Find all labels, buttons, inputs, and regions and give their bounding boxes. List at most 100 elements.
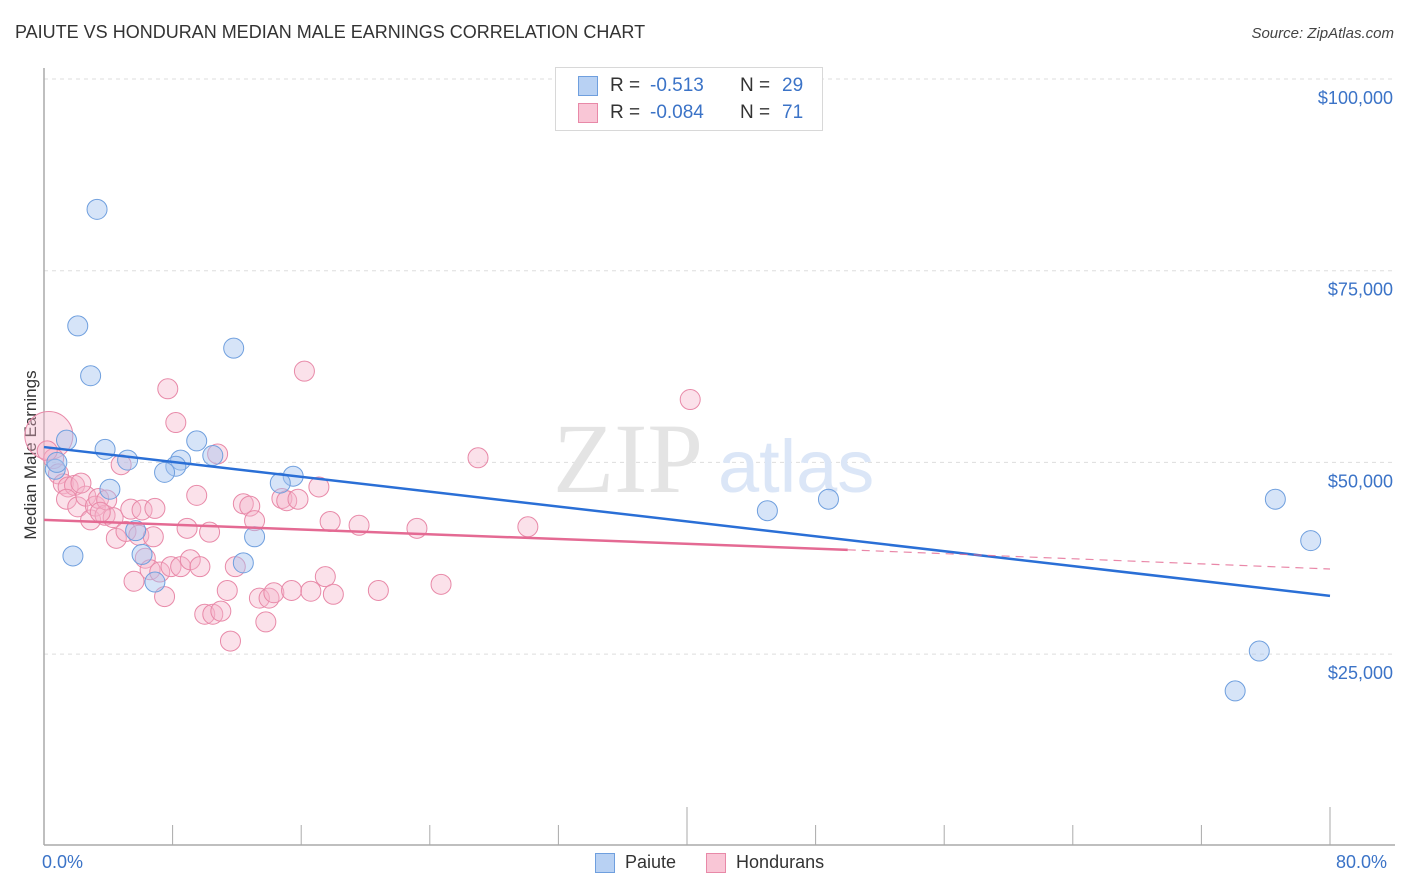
- honduran-point: [255, 611, 277, 633]
- paiute-point: [154, 461, 176, 483]
- paiute-point: [117, 449, 139, 471]
- paiute-point: [1224, 680, 1246, 702]
- r-label: R =: [610, 75, 641, 96]
- paiute-point: [80, 365, 102, 387]
- paiute-point: [125, 520, 147, 542]
- paiute-point: [56, 429, 78, 451]
- paiute-point: [1300, 530, 1322, 552]
- honduran-point: [202, 603, 224, 625]
- honduran-point: [194, 603, 216, 625]
- paiute-point: [1264, 488, 1286, 510]
- honduran-point: [293, 360, 315, 382]
- honduran-point: [467, 447, 489, 469]
- r-label: R =: [610, 102, 641, 123]
- honduran-point: [157, 378, 179, 400]
- watermark: ZIP atlas: [553, 403, 874, 514]
- paiute-points: [44, 198, 1322, 702]
- honduran-point: [154, 586, 176, 608]
- n-label: N =: [740, 75, 771, 96]
- honduran-point: [219, 630, 241, 652]
- honduran-point: [142, 526, 164, 548]
- honduran-point: [24, 411, 74, 461]
- honduran-trend-line: [43, 518, 848, 552]
- legend-row-paiute: R = -0.513 N = 29: [578, 74, 803, 98]
- paiute-point: [756, 500, 778, 522]
- y-tick-label: $50,000: [1328, 471, 1393, 491]
- honduran-point: [679, 389, 701, 411]
- n-value: 71: [782, 102, 804, 123]
- r-value: -0.084: [650, 102, 704, 123]
- paiute-trend-line: [43, 445, 1331, 598]
- y-tick-labels: $100,000 $75,000 $50,000 $25,000: [1318, 88, 1393, 683]
- honduran-point: [176, 517, 198, 539]
- paiute-swatch-icon: [578, 76, 598, 96]
- honduran-point: [244, 510, 266, 532]
- paiute-point: [94, 438, 116, 460]
- paiute-point: [186, 430, 208, 452]
- paiute-point: [232, 552, 254, 574]
- r-value: -0.513: [650, 75, 704, 96]
- watermark-atlas: atlas: [718, 425, 874, 508]
- x-ticks: [43, 807, 1331, 845]
- honduran-point: [89, 501, 111, 523]
- honduran-point: [406, 517, 428, 539]
- honduran-trend-extension: [847, 549, 1331, 570]
- honduran-point: [300, 580, 322, 602]
- watermark-zip: ZIP: [553, 403, 703, 514]
- honduran-point: [314, 566, 336, 588]
- hondurans-swatch-icon: [706, 852, 727, 873]
- n-value: 29: [782, 75, 804, 96]
- paiute-point: [817, 488, 839, 510]
- x-min-label: 0.0%: [42, 852, 84, 872]
- x-max-label: 80.0%: [1336, 852, 1388, 872]
- hondurans-swatch-icon: [578, 103, 598, 123]
- honduran-point: [123, 570, 145, 592]
- honduran-point: [189, 556, 211, 578]
- honduran-point: [281, 579, 303, 601]
- source-label: Source: ZipAtlas.com: [1251, 25, 1394, 42]
- honduran-point: [88, 487, 110, 509]
- honduran-point: [367, 579, 389, 601]
- honduran-point: [186, 484, 208, 506]
- legend-item-paiute[interactable]: Paiute: [595, 852, 676, 873]
- y-tick-label: $25,000: [1328, 663, 1393, 683]
- paiute-point: [1248, 640, 1270, 662]
- correlation-legend: R = -0.513 N = 29 R = -0.084 N = 71: [555, 67, 823, 131]
- legend-label-paiute: Paiute: [625, 852, 677, 872]
- honduran-point: [263, 582, 285, 604]
- paiute-point: [202, 444, 224, 466]
- series-legend: Paiute Hondurans: [595, 852, 854, 873]
- legend-item-hondurans[interactable]: Hondurans: [706, 852, 824, 873]
- honduran-point: [287, 488, 309, 510]
- paiute-point: [99, 478, 121, 500]
- trend-lines: [43, 445, 1331, 598]
- paiute-point: [244, 526, 266, 548]
- paiute-point: [62, 545, 84, 567]
- honduran-point: [216, 579, 238, 601]
- honduran-point: [517, 516, 539, 538]
- legend-row-hondurans: R = -0.084 N = 71: [578, 101, 803, 125]
- y-axis-title: Median Male Earnings: [21, 370, 40, 539]
- paiute-point: [67, 315, 89, 337]
- honduran-point: [144, 497, 166, 519]
- n-label: N =: [740, 102, 771, 123]
- paiute-point: [44, 458, 66, 480]
- legend-label-hondurans: Hondurans: [736, 852, 825, 872]
- honduran-point: [322, 583, 344, 605]
- paiute-point: [46, 451, 68, 473]
- honduran-point: [67, 496, 89, 518]
- honduran-point: [120, 498, 142, 520]
- honduran-point: [430, 573, 452, 595]
- honduran-point: [308, 476, 330, 498]
- paiute-point: [86, 198, 108, 220]
- y-tick-label: $75,000: [1328, 280, 1393, 300]
- honduran-point: [210, 600, 232, 622]
- honduran-point: [134, 547, 156, 569]
- honduran-point: [319, 510, 341, 532]
- honduran-point: [149, 561, 171, 583]
- paiute-point: [223, 337, 245, 359]
- honduran-point: [70, 472, 92, 494]
- paiute-point: [144, 571, 166, 593]
- paiute-point: [269, 472, 291, 494]
